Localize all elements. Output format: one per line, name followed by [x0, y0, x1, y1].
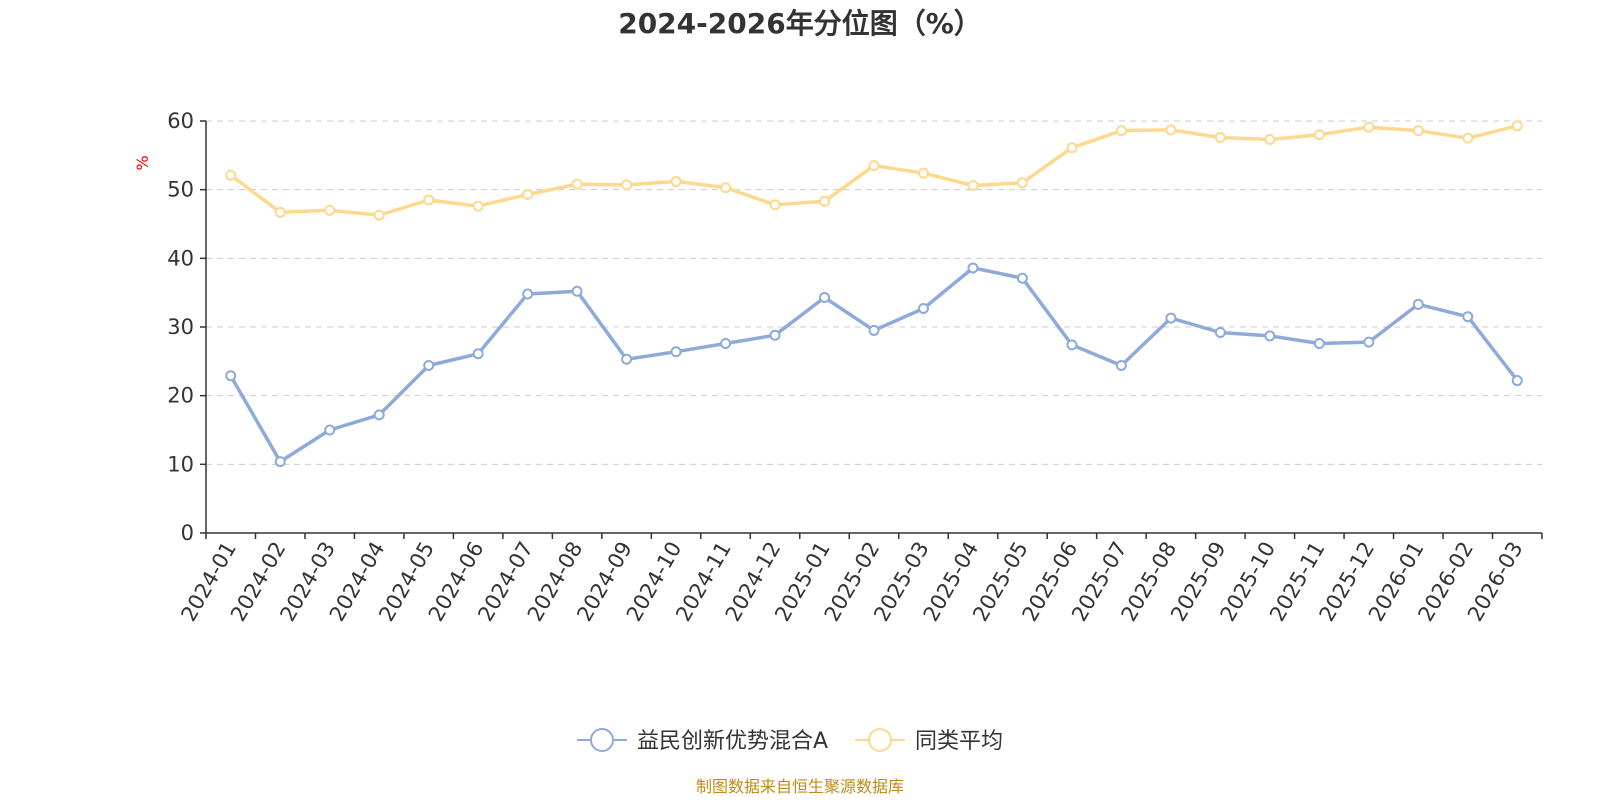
y-tick-label: 20	[167, 384, 194, 408]
data-point[interactable]	[423, 359, 435, 371]
chart-title: 2024-2026年分位图（%）	[618, 7, 982, 40]
legend: 益民创新优势混合A 同类平均	[577, 728, 1003, 754]
data-point[interactable]	[274, 206, 286, 218]
x-axis: 2024-012024-022024-032024-042024-052024-…	[176, 532, 1543, 625]
data-point[interactable]	[819, 291, 831, 303]
y-tick-label: 40	[167, 246, 194, 270]
series-layer	[225, 120, 1523, 468]
data-point[interactable]	[917, 302, 929, 314]
data-point[interactable]	[225, 169, 237, 181]
data-point[interactable]	[720, 182, 732, 194]
y-tick-label: 10	[167, 452, 194, 476]
data-point[interactable]	[423, 194, 435, 206]
data-point[interactable]	[670, 175, 682, 187]
y-tick-label: 60	[167, 109, 194, 133]
grid-lines	[206, 120, 1542, 465]
data-point[interactable]	[522, 188, 534, 200]
series	[225, 262, 1523, 468]
data-point[interactable]	[373, 209, 385, 221]
data-point[interactable]	[373, 409, 385, 421]
legend-item[interactable]: 益民创新优势混合A	[577, 728, 828, 754]
data-point[interactable]	[1264, 134, 1276, 146]
data-point[interactable]	[571, 285, 583, 297]
data-point[interactable]	[1066, 339, 1078, 351]
source-note: 制图数据来自恒生聚源数据库	[696, 777, 904, 796]
series	[225, 120, 1523, 221]
y-axis: 0 10 20 30 40 50 60	[167, 109, 207, 545]
data-point[interactable]	[819, 195, 831, 207]
legend-circle-icon	[868, 728, 892, 752]
data-point[interactable]	[1165, 312, 1177, 324]
data-point[interactable]	[571, 178, 583, 190]
y-tick-label: 50	[167, 178, 194, 202]
data-point[interactable]	[1066, 142, 1078, 154]
data-point[interactable]	[274, 456, 286, 468]
y-axis-unit-label: %	[133, 155, 152, 170]
data-point[interactable]	[1016, 177, 1028, 189]
data-point[interactable]	[1115, 125, 1127, 137]
data-point[interactable]	[1016, 272, 1028, 284]
data-point[interactable]	[917, 167, 929, 179]
data-point[interactable]	[1412, 298, 1424, 310]
data-point[interactable]	[868, 324, 880, 336]
y-tick-label: 30	[167, 315, 194, 339]
data-point[interactable]	[1214, 326, 1226, 338]
data-point[interactable]	[967, 262, 979, 274]
data-point[interactable]	[472, 200, 484, 212]
data-point[interactable]	[769, 329, 781, 341]
data-point[interactable]	[621, 179, 633, 191]
data-point[interactable]	[324, 204, 336, 216]
data-point[interactable]	[1412, 125, 1424, 137]
data-point[interactable]	[1165, 124, 1177, 136]
data-point[interactable]	[1511, 375, 1523, 387]
data-point[interactable]	[225, 370, 237, 382]
legend-label: 同类平均	[915, 729, 1003, 754]
data-point[interactable]	[1313, 129, 1325, 141]
data-point[interactable]	[472, 348, 484, 360]
data-point[interactable]	[1462, 311, 1474, 323]
data-point[interactable]	[1462, 132, 1474, 144]
data-point[interactable]	[1363, 121, 1375, 133]
data-point[interactable]	[1363, 336, 1375, 348]
data-point[interactable]	[1115, 359, 1127, 371]
data-point[interactable]	[868, 160, 880, 172]
data-point[interactable]	[1264, 330, 1276, 342]
legend-item[interactable]: 同类平均	[855, 728, 1003, 754]
data-point[interactable]	[720, 337, 732, 349]
legend-label: 益民创新优势混合A	[637, 729, 828, 754]
data-point[interactable]	[1214, 131, 1226, 143]
legend-circle-icon	[590, 728, 614, 752]
data-point[interactable]	[769, 199, 781, 211]
data-point[interactable]	[967, 180, 979, 192]
data-point[interactable]	[1313, 337, 1325, 349]
data-point[interactable]	[324, 424, 336, 436]
y-tick-label: 0	[181, 521, 194, 545]
data-point[interactable]	[670, 346, 682, 358]
data-point[interactable]	[621, 353, 633, 365]
data-point[interactable]	[1511, 120, 1523, 132]
data-point[interactable]	[522, 288, 534, 300]
